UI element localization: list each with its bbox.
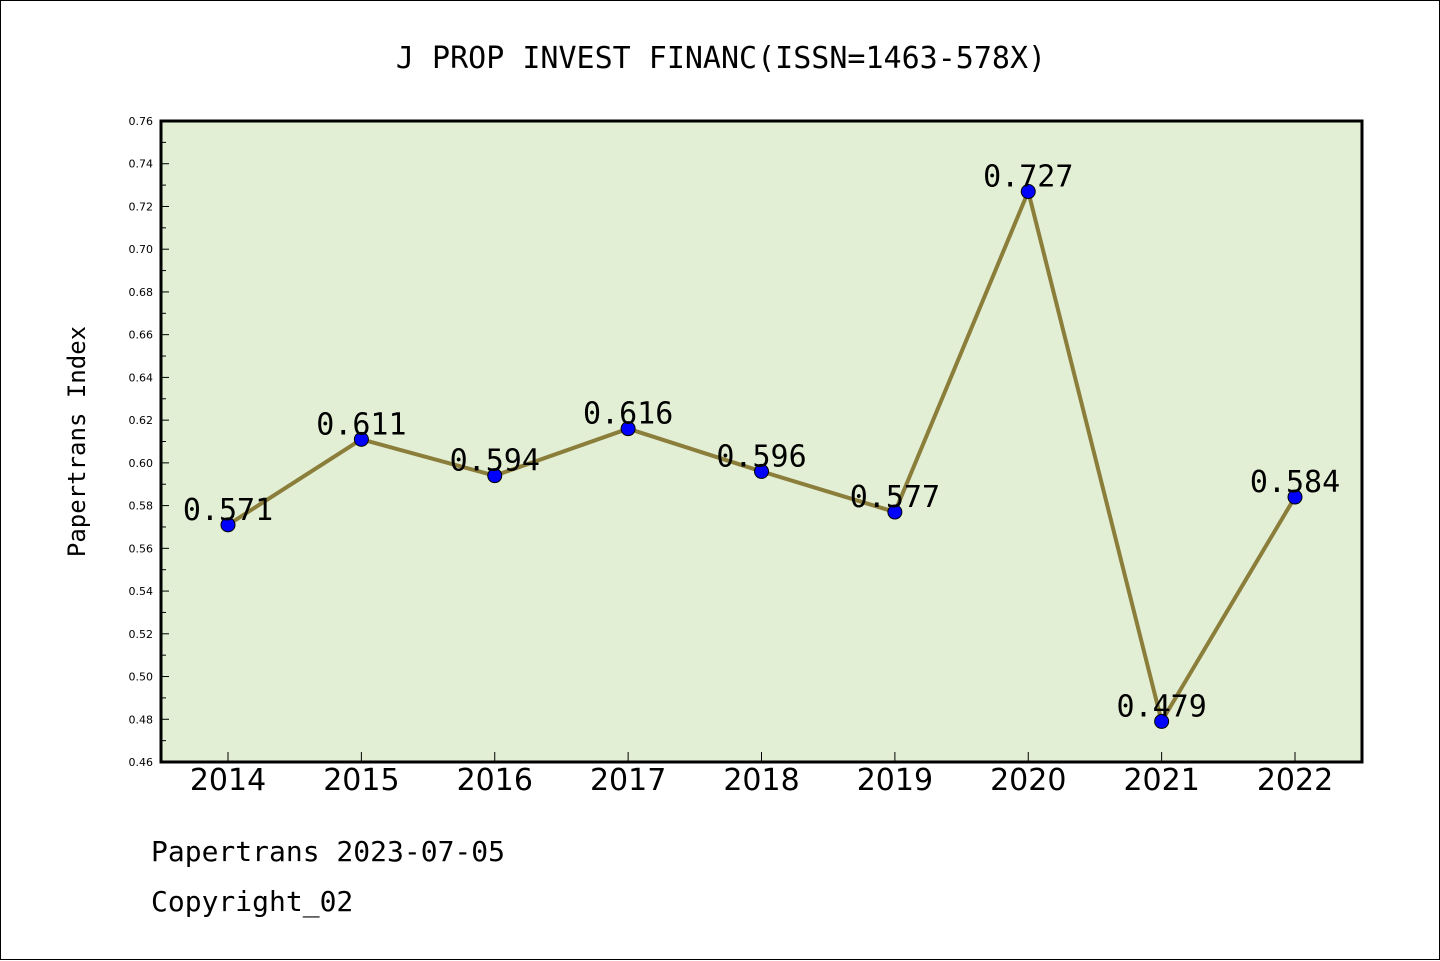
data-point-marker bbox=[1154, 713, 1170, 729]
x-axis: 2014 2015 2016 2017 2018 2019 2020 2021 2022 bbox=[190, 752, 1333, 798]
y-tick-label: 0.58 bbox=[129, 500, 154, 513]
data-label: 0.571 bbox=[183, 493, 273, 528]
data-point-marker bbox=[220, 517, 236, 533]
data-label: 0.479 bbox=[1116, 689, 1206, 724]
data-point-marker bbox=[620, 421, 636, 437]
footer-date: Papertrans 2023-07-05 bbox=[151, 835, 506, 868]
data-point-marker bbox=[487, 468, 503, 484]
data-label: 0.577 bbox=[850, 480, 940, 515]
data-label: 0.594 bbox=[450, 444, 540, 479]
y-tick-label: 0.54 bbox=[129, 585, 154, 598]
y-tick-label: 0.68 bbox=[129, 286, 154, 299]
x-tick-label: 2016 bbox=[457, 763, 533, 798]
y-tick-label: 0.64 bbox=[129, 371, 154, 384]
data-point-marker bbox=[1287, 489, 1303, 505]
data-point-marker bbox=[754, 463, 769, 479]
x-tick-label: 2022 bbox=[1257, 763, 1333, 798]
y-tick-label: 0.50 bbox=[129, 671, 154, 684]
data-label-group: 0.571 0.611 0.594 0.616 0.596 0.577 0.727 0.479… bbox=[183, 160, 1340, 725]
y-tick-label: 0.74 bbox=[129, 158, 154, 171]
chart-title: J PROP INVEST FINANC(ISSN=1463-578X) bbox=[396, 41, 1046, 76]
x-tick-label: 2019 bbox=[857, 763, 933, 798]
data-label: 0.727 bbox=[983, 160, 1073, 195]
y-tick-label: 0.56 bbox=[129, 542, 154, 555]
x-tick-label: 2020 bbox=[990, 763, 1066, 798]
data-label: 0.616 bbox=[583, 397, 673, 432]
y-tick-label: 0.48 bbox=[129, 713, 154, 726]
x-tick-label: 2021 bbox=[1123, 763, 1199, 798]
x-tick-label: 2017 bbox=[590, 763, 666, 798]
x-tick-label: 2015 bbox=[323, 763, 399, 798]
y-tick-label: 0.76 bbox=[129, 115, 154, 128]
y-tick-label: 0.60 bbox=[129, 457, 154, 470]
data-label: 0.596 bbox=[716, 439, 806, 474]
data-label: 0.611 bbox=[316, 407, 406, 442]
y-tick-label: 0.62 bbox=[129, 414, 154, 427]
data-point-marker bbox=[887, 504, 903, 520]
data-point-marker bbox=[1020, 184, 1036, 200]
data-point-marker bbox=[353, 431, 369, 447]
series-line-group bbox=[220, 184, 1303, 729]
data-label: 0.584 bbox=[1250, 465, 1340, 500]
y-tick-label: 0.52 bbox=[129, 628, 154, 641]
y-tick-label: 0.72 bbox=[129, 200, 154, 213]
y-tick-label: 0.66 bbox=[129, 329, 154, 342]
y-axis-label: Papertrans Index bbox=[63, 326, 91, 557]
x-tick-label: 2014 bbox=[190, 763, 266, 798]
y-tick-label: 0.46 bbox=[129, 756, 154, 769]
footer-copyright: Copyright_02 bbox=[151, 885, 354, 918]
y-tick-label: 0.70 bbox=[129, 243, 154, 256]
y-axis: 0.46 0.48 0.50 0.52 0.54 0.56 0.58 0.60 0.62 0.64… bbox=[129, 115, 169, 769]
x-tick-label: 2018 bbox=[723, 763, 799, 798]
